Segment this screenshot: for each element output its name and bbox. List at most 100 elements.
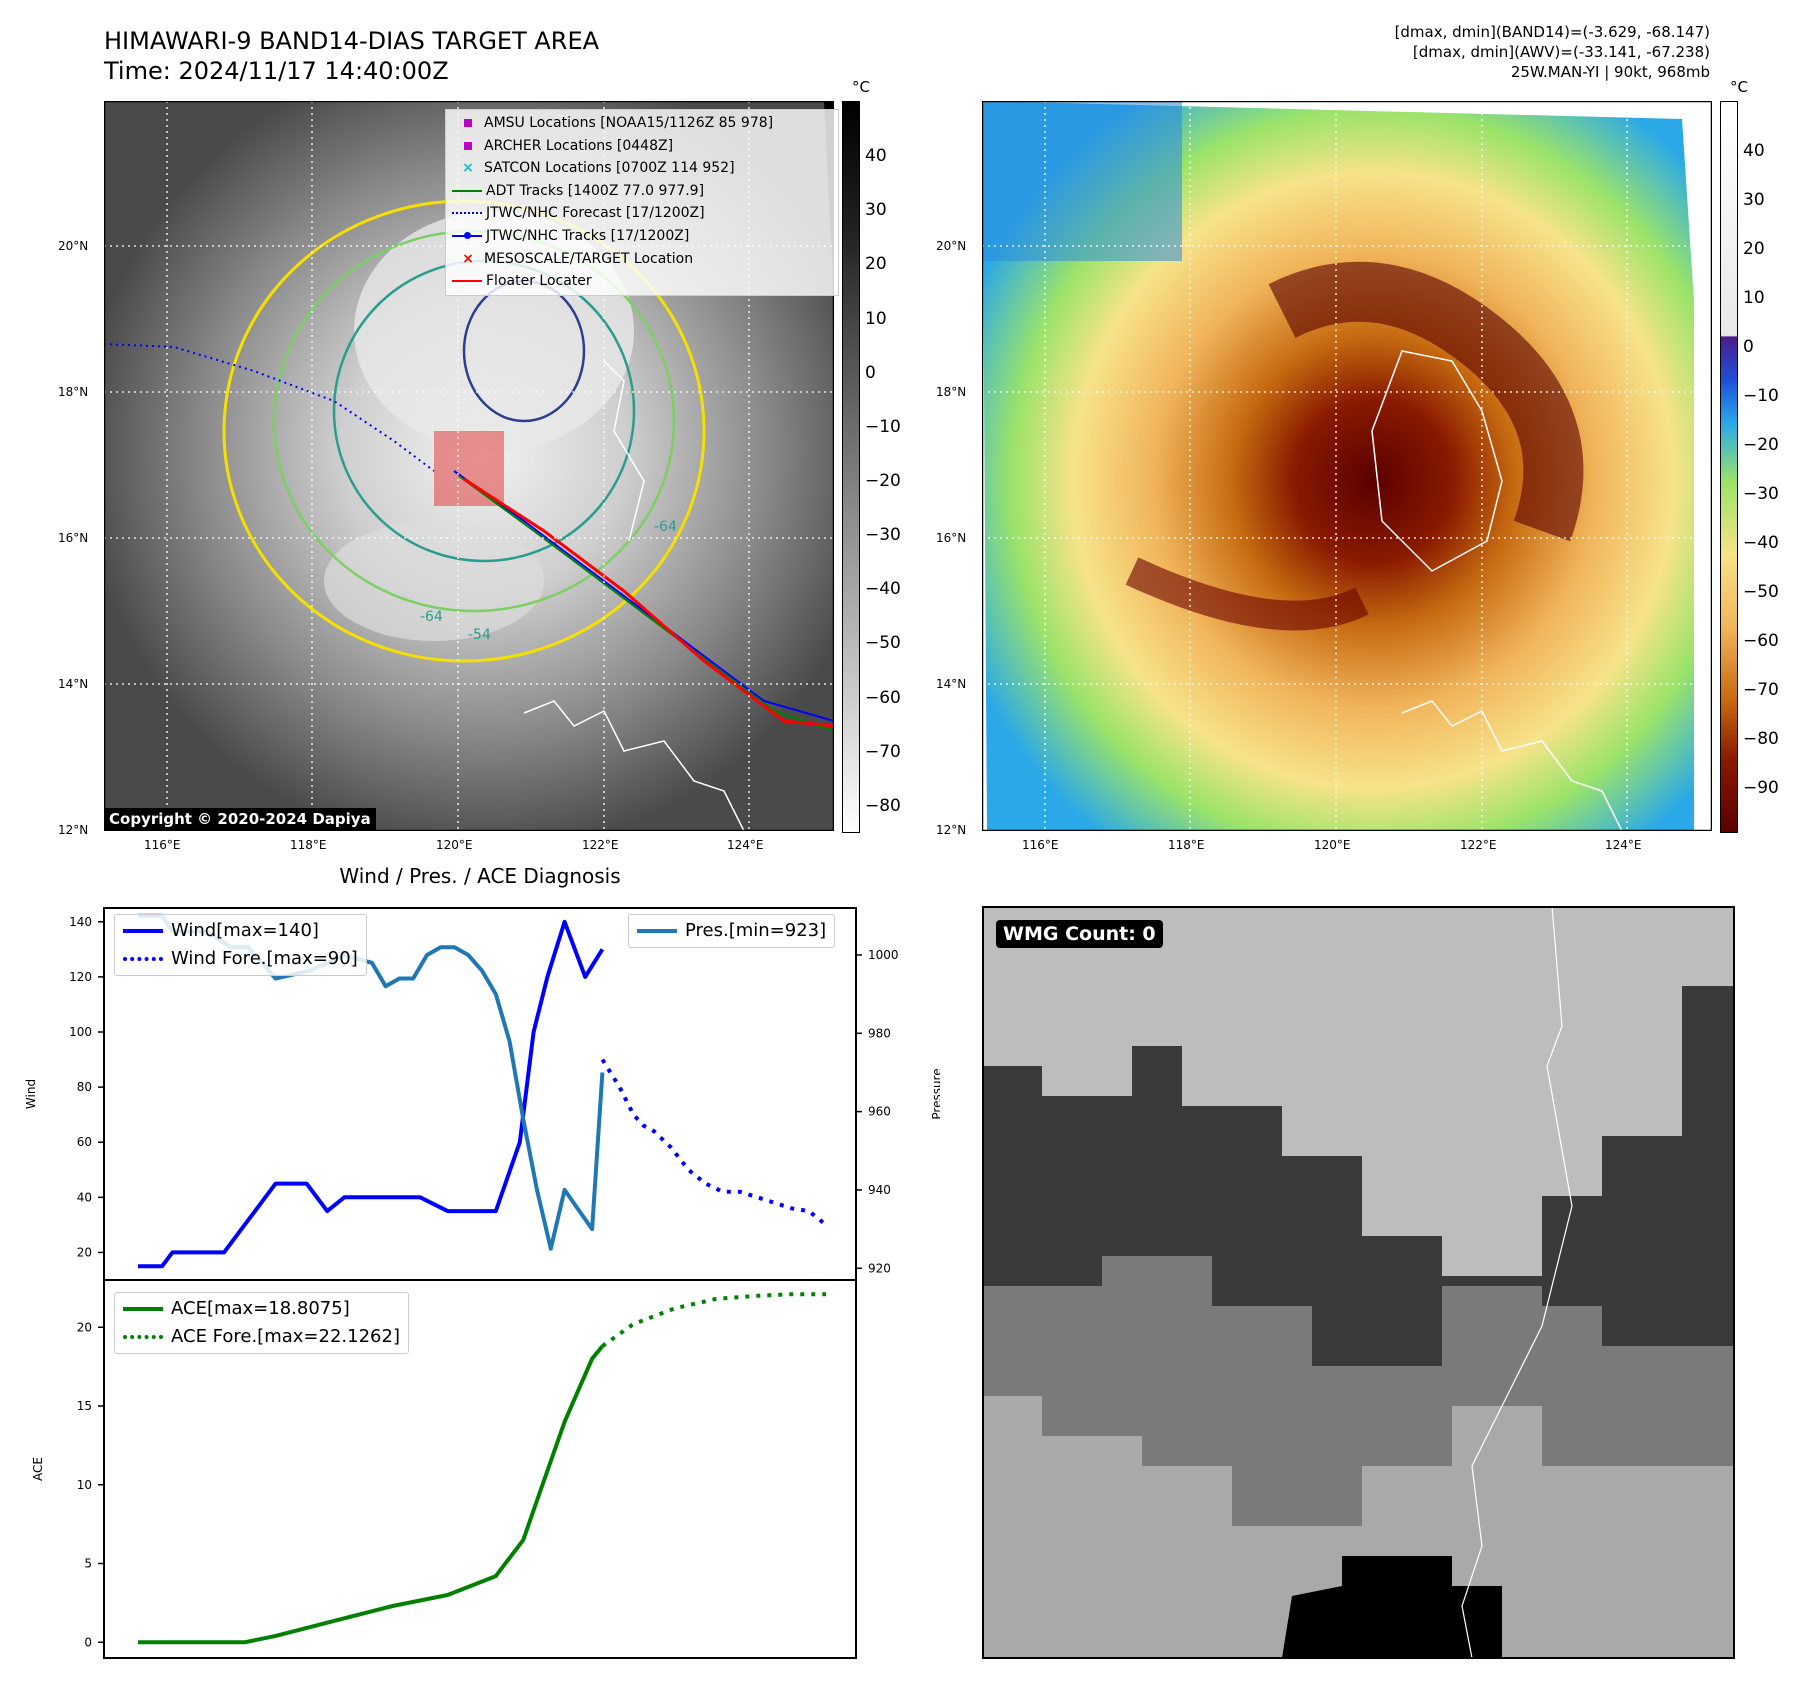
pressure-y-tick-label: 960 — [868, 1105, 891, 1119]
legend-item-pressure: Pres.[min=923] — [637, 917, 826, 945]
wind-y-tick-label: 100 — [69, 1025, 92, 1039]
wmg-cloud-top-bright — [982, 906, 1734, 1276]
line-icon — [637, 929, 677, 933]
awv-dry-region — [982, 101, 1182, 261]
legend-item-floater: Floater Locater — [452, 270, 832, 293]
pressure-y-tick-label: 1000 — [868, 948, 899, 962]
jtwc-forecast-track — [104, 343, 435, 472]
legend-item-amsu: AMSU Locations [NOAA15/1126Z 85 978] — [452, 112, 832, 135]
left-map-lon-labels: 116°E 118°E 120°E 122°E 124°E — [144, 838, 764, 852]
pressure-y-ticks: 920 940 960 980 1000 — [856, 948, 899, 1275]
left-map-lat-labels: 20°N 18°N 16°N 14°N 12°N — [58, 239, 89, 837]
awv-coastline — [1401, 700, 1623, 831]
legend-item-target: × MESOSCALE/TARGET Location — [452, 248, 832, 271]
awv-coastline-luzon — [1371, 350, 1503, 572]
right-colorbar-unit: °C — [1730, 78, 1748, 96]
left-colorbar — [842, 101, 860, 833]
wmg-warm-region — [1282, 1556, 1502, 1658]
ace-y-tick-label: 10 — [77, 1478, 92, 1492]
ace-y-tick-label: 15 — [77, 1399, 92, 1413]
ace-y-tick-label: 0 — [84, 1635, 92, 1649]
wind-legend: Wind[max=140] Wind Fore.[max=90] — [114, 914, 367, 976]
floater-locater-track — [463, 477, 834, 728]
wmg-coastline — [1461, 906, 1573, 1659]
wind-axis-label: Wind — [24, 1079, 38, 1109]
ace-y-tick-label: 5 — [84, 1557, 92, 1571]
right-map-lat-labels: 20°N 18°N 16°N 14°N 12°N — [936, 239, 967, 837]
legend-item-archer: ARCHER Locations [0448Z] — [452, 135, 832, 158]
coastline-luzon — [523, 700, 745, 831]
pressure-axis-label: Pressure — [930, 1068, 940, 1119]
pressure-y-tick-label: 920 — [868, 1261, 891, 1275]
awv-cold-band-south — [1125, 557, 1369, 631]
map-legend: AMSU Locations [NOAA15/1126Z 85 978] ARC… — [445, 109, 839, 296]
right-map-lon-labels: 116°E 118°E 120°E 122°E 124°E — [1022, 838, 1642, 852]
diagnosis-chart-title: Wind / Pres. / ACE Diagnosis — [339, 864, 621, 888]
jtwc-best-track — [453, 470, 834, 722]
square-marker-icon — [464, 141, 472, 150]
wind-y-tick-label: 60 — [77, 1135, 92, 1149]
dot-line-icon — [452, 231, 482, 239]
ace-series-lines — [138, 1292, 826, 1645]
figure-title: HIMAWARI-9 BAND14-DIAS TARGET AREA Time:… — [104, 26, 599, 86]
ace-axis-label: ACE — [31, 1457, 45, 1481]
wind-line — [138, 919, 605, 1269]
line-icon — [452, 280, 482, 283]
awv-image — [982, 101, 1694, 831]
awv-map — [982, 101, 1712, 831]
wmg-pixel-map — [982, 906, 1735, 1659]
wmg-count-badge: WMG Count: 0 — [996, 920, 1163, 948]
x-marker-icon: × — [462, 250, 474, 267]
copyright-badge: Copyright © 2020-2024 Dapiya — [104, 808, 376, 830]
ace-legend: ACE[max=18.8075] ACE Fore.[max=22.1262] — [114, 1292, 409, 1354]
dotted-line-icon — [123, 1335, 163, 1339]
legend-item-tracks: JTWC/NHC Tracks [17/1200Z] — [452, 225, 832, 248]
wind-y-ticks: 20 40 60 80 100 120 140 — [69, 915, 104, 1259]
line-icon — [452, 189, 482, 192]
legend-item-satcon: × SATCON Locations [0700Z 114 952] — [452, 157, 832, 180]
ace-y-tick-label: 20 — [77, 1320, 92, 1334]
wind-forecast-line — [600, 1058, 828, 1227]
line-icon — [123, 929, 163, 933]
contour-label-1: -64 — [420, 609, 443, 625]
ace-forecast-line — [601, 1292, 826, 1348]
adt-track — [458, 475, 834, 732]
legend-item-ace: ACE[max=18.8075] — [123, 1295, 400, 1323]
line-icon — [123, 1307, 163, 1311]
legend-item-wind: Wind[max=140] — [123, 917, 358, 945]
pressure-y-tick-label: 940 — [868, 1183, 891, 1197]
ace-y-ticks: 0 5 10 15 20 — [77, 1320, 104, 1649]
contour-label-2: -54 — [468, 627, 491, 643]
dotted-line-icon — [123, 957, 163, 961]
info-line-3: 25W.MAN-YI | 90kt, 968mb — [1510, 63, 1710, 81]
contour-label-3: -64 — [654, 519, 677, 535]
awv-gridlines — [982, 101, 1712, 831]
wmg-lower-band — [982, 1396, 1734, 1658]
pressure-legend: Pres.[min=923] — [628, 914, 836, 948]
ace-line — [138, 1344, 604, 1645]
square-marker-icon — [464, 119, 472, 127]
legend-item-ace-forecast: ACE Fore.[max=22.1262] — [123, 1323, 400, 1351]
dotted-line-icon — [452, 212, 482, 215]
wind-y-tick-label: 40 — [77, 1190, 92, 1204]
legend-item-forecast: JTWC/NHC Forecast [17/1200Z] — [452, 202, 832, 225]
pressure-y-tick-label: 980 — [868, 1026, 891, 1040]
legend-item-wind-forecast: Wind Fore.[max=90] — [123, 945, 358, 973]
diagnostic-info: [dmax, dmin](BAND14)=(-3.629, -68.147) [… — [1010, 22, 1710, 82]
info-line-1: [dmax, dmin](BAND14)=(-3.629, -68.147) — [1394, 23, 1710, 41]
right-colorbar — [1720, 101, 1738, 833]
wind-y-tick-label: 140 — [69, 915, 92, 929]
target-area-box — [434, 431, 504, 506]
wind-y-tick-label: 20 — [77, 1245, 92, 1259]
right-colorbar-ticks: 40 30 20 10 0 −10 −20 −30 −40 −50 −60 −7… — [1743, 141, 1779, 798]
wind-y-tick-label: 120 — [69, 970, 92, 984]
left-colorbar-ticks: 40 30 20 10 0 −10 −20 −30 −40 −50 −60 −7… — [865, 146, 901, 816]
legend-item-adt: ADT Tracks [1400Z 77.0 977.9] — [452, 180, 832, 203]
wind-y-tick-label: 80 — [77, 1080, 92, 1094]
coastline-north — [603, 360, 645, 542]
title-line-1: HIMAWARI-9 BAND14-DIAS TARGET AREA — [104, 27, 600, 55]
info-line-2: [dmax, dmin](AWV)=(-33.141, -67.238) — [1412, 43, 1710, 61]
title-line-2: Time: 2024/11/17 14:40:00Z — [104, 57, 449, 85]
x-marker-icon: × — [462, 160, 474, 177]
left-colorbar-unit: °C — [852, 78, 870, 96]
